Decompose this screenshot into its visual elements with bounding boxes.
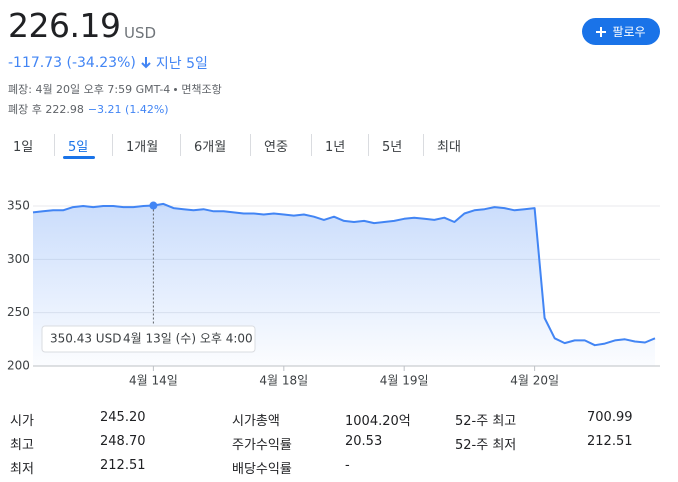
area <box>33 203 655 366</box>
range-tab[interactable]: 1개월 <box>126 140 159 155</box>
tab-underline <box>63 156 95 159</box>
close-time: 폐장: 4월 20일 오후 7:59 GMT-4 <box>8 83 171 96</box>
tab-separator <box>250 134 251 156</box>
range-tab[interactable]: 1일 <box>13 140 34 155</box>
tooltip-time: 4월 13일 (수) 오후 4:00 <box>123 332 253 346</box>
currency: USD <box>124 24 157 42</box>
stat-value: 700.99 <box>587 410 633 425</box>
change-row: -117.73 (-34.23%) 지난 5일 <box>8 53 208 73</box>
stat-label: 최고 <box>10 438 34 453</box>
stat-label: 최저 <box>10 462 34 477</box>
stat-value: - <box>345 458 350 473</box>
x-tick-label: 4월 19일 <box>380 374 429 388</box>
price: 226.19 <box>8 6 121 45</box>
range-tab[interactable]: 1년 <box>325 140 346 155</box>
stat-value: 20.53 <box>345 434 383 449</box>
stat-label: 주가수익률 <box>232 438 292 453</box>
after-price: 폐장 후 222.98 <box>8 103 84 116</box>
tab-separator <box>368 134 369 156</box>
stat-value: 245.20 <box>100 410 146 425</box>
disclaimer-link[interactable]: 면책조항 <box>181 83 222 96</box>
follow-button[interactable]: 팔로우 <box>582 18 660 45</box>
tab-separator <box>54 134 55 156</box>
y-tick-label: 250 <box>7 305 30 319</box>
change: -117.73 (-34.23%) <box>8 55 136 71</box>
range-tab[interactable]: 5년 <box>382 140 403 155</box>
after-change: −3.21 (1.42%) <box>87 103 169 116</box>
range-tab[interactable]: 최대 <box>437 140 461 155</box>
after-hours: 폐장 후 222.98 −3.21 (1.42%) <box>8 101 169 117</box>
stat-label: 52-주 최고 <box>455 414 517 429</box>
period: 지난 5일 <box>155 56 208 72</box>
x-tick-label: 4월 20일 <box>510 374 559 388</box>
separator-dot <box>174 87 178 91</box>
stat-value: 212.51 <box>587 434 633 449</box>
x-tick-label: 4월 14일 <box>129 374 178 388</box>
range-tab[interactable]: 6개월 <box>194 140 227 155</box>
tooltip-value: 350.43 USD <box>50 332 121 346</box>
range-tab[interactable]: 연중 <box>264 140 288 155</box>
stat-value: 1004.20억 <box>345 414 411 429</box>
tab-separator <box>180 134 181 156</box>
down-arrow <box>141 57 151 69</box>
tab-separator <box>423 134 424 156</box>
y-tick-label: 200 <box>7 359 30 373</box>
stat-value: 212.51 <box>100 458 146 473</box>
x-tick-label: 4월 18일 <box>259 374 308 388</box>
tab-separator <box>311 134 312 156</box>
follow-label: 팔로우 <box>612 25 646 39</box>
stat-label: 시가 <box>10 414 34 429</box>
stat-label: 52-주 최저 <box>455 438 517 453</box>
close-row: 폐장: 4월 20일 오후 7:59 GMT-4 면책조항 <box>8 81 222 97</box>
stat-value: 248.70 <box>100 434 146 449</box>
price-line <box>32 202 656 347</box>
stat-label: 배당수익률 <box>232 462 292 477</box>
stat-label: 시가총액 <box>232 414 280 429</box>
range-tab[interactable]: 5일 <box>68 140 89 155</box>
y-tick-label: 350 <box>7 199 30 213</box>
tooltip-box <box>41 325 256 353</box>
hover-point <box>149 201 158 210</box>
plus-icon <box>596 26 607 37</box>
y-tick-label: 300 <box>7 252 30 266</box>
tab-separator <box>112 134 113 156</box>
